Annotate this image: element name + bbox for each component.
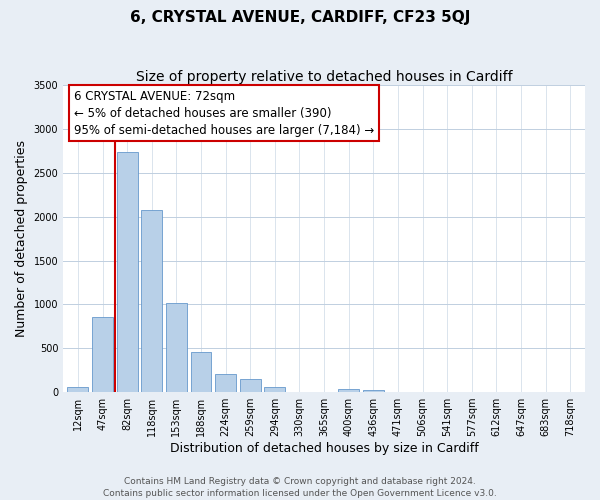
Bar — [67, 387, 88, 392]
Bar — [338, 388, 359, 392]
Y-axis label: Number of detached properties: Number of detached properties — [15, 140, 28, 337]
Bar — [142, 210, 162, 392]
Bar — [166, 302, 187, 392]
Text: Contains HM Land Registry data © Crown copyright and database right 2024.
Contai: Contains HM Land Registry data © Crown c… — [103, 476, 497, 498]
Bar — [191, 352, 211, 392]
Bar — [363, 390, 384, 392]
Bar — [92, 316, 113, 392]
Title: Size of property relative to detached houses in Cardiff: Size of property relative to detached ho… — [136, 70, 512, 84]
Bar — [215, 374, 236, 392]
Bar — [240, 380, 261, 392]
Bar — [265, 387, 286, 392]
Bar — [117, 152, 137, 392]
Text: 6 CRYSTAL AVENUE: 72sqm
← 5% of detached houses are smaller (390)
95% of semi-de: 6 CRYSTAL AVENUE: 72sqm ← 5% of detached… — [74, 90, 374, 137]
X-axis label: Distribution of detached houses by size in Cardiff: Distribution of detached houses by size … — [170, 442, 478, 455]
Text: 6, CRYSTAL AVENUE, CARDIFF, CF23 5QJ: 6, CRYSTAL AVENUE, CARDIFF, CF23 5QJ — [130, 10, 470, 25]
